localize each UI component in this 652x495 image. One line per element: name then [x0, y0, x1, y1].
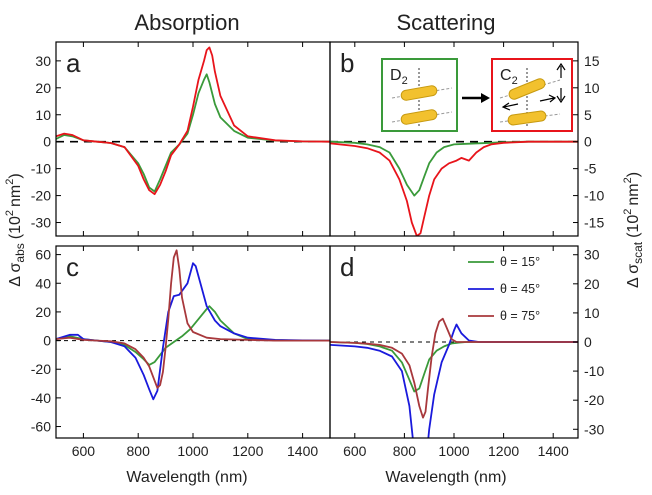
series-d-blue: [330, 323, 578, 438]
ylabel-right-exp2: 2: [622, 177, 634, 183]
xtick-label-d: 600: [343, 443, 367, 459]
frame-a: [55, 41, 331, 237]
ytick-label-b: -5: [584, 161, 597, 177]
legend-label-green: θ = 15°: [500, 255, 540, 269]
ylabel-right-exp1: 2: [622, 209, 634, 215]
panel-letter-b: b: [340, 48, 354, 78]
ytick-label-a: -30: [31, 215, 51, 231]
ylabel-left-close: ): [7, 173, 24, 178]
inset-d2-rod-top: [400, 85, 438, 101]
ytick-label-c: 0: [43, 333, 51, 349]
xtick-label-d: 1000: [438, 443, 469, 459]
frame-c: [55, 245, 331, 439]
ytick-label-b: -15: [584, 215, 604, 231]
panel-letter-a: a: [66, 48, 81, 78]
col-title-absorption: Absorption: [134, 10, 239, 35]
inset-c2-arrow-right: [539, 94, 557, 103]
panel-letter-d: d: [340, 252, 354, 282]
inset-c2-rod-bottom: [507, 110, 547, 126]
inset-diagram: D2 C2: [381, 58, 573, 132]
series-b-green: [330, 140, 578, 197]
ytick-label-c: -60: [31, 419, 51, 435]
inset-arrow-head: [481, 93, 490, 103]
inset-c2-arrow-down: [556, 88, 566, 104]
ytick-label-b: 15: [584, 53, 600, 69]
inset-c2-rod-top: [508, 78, 546, 100]
series-d-green: [330, 341, 578, 393]
series-c-green: [56, 305, 330, 366]
ylabel-left-paren: (10: [7, 216, 24, 239]
xtick-label-c: 1400: [287, 443, 318, 459]
ytick-label-d: -30: [584, 421, 604, 437]
inset-c2-arrow-left: [501, 102, 519, 111]
series-a-red: [56, 46, 330, 196]
ytick-label-c: 60: [35, 247, 51, 263]
xtick-label-d: 1400: [538, 443, 569, 459]
ylabel-right-close: ): [625, 172, 642, 177]
ylabel-left-sub: abs: [13, 243, 27, 262]
xtick-label-c: 1200: [232, 443, 263, 459]
xtick-label-d: 1200: [488, 443, 519, 459]
panel-d: -30 -20 -10 0 10 20 30 600 800 1000 1200 1400 d θ = 1…: [329, 245, 604, 459]
ytick-label-b: -10: [584, 188, 604, 204]
ytick-label-b: 5: [584, 107, 592, 123]
inset-d2-rod-bottom: [400, 109, 438, 125]
ylabel-right-sub: scat: [631, 241, 645, 264]
ytick-label-c: -20: [31, 361, 51, 377]
ytick-label-d: 30: [584, 247, 600, 263]
inset-c2-label: C2: [500, 67, 518, 87]
ytick-label-a: -10: [31, 161, 51, 177]
ytick-label-d: -20: [584, 392, 604, 408]
ylabel-left-nm: nm: [7, 185, 24, 207]
ylabel-right-nm: nm: [625, 183, 642, 205]
inset-d2-label: D2: [390, 67, 408, 87]
series-d-brown: [330, 317, 578, 419]
ytick-label-a: 30: [35, 53, 51, 69]
ytick-label-a: -20: [31, 188, 51, 204]
inset-c2-arrow-up: [556, 62, 566, 78]
ytick-label-b: 10: [584, 80, 600, 96]
xlabel-right: Wavelength (nm): [385, 469, 506, 486]
ytick-label-d: -10: [584, 363, 604, 379]
ytick-label-c: -40: [31, 390, 51, 406]
ytick-label-a: 10: [35, 107, 51, 123]
col-title-scattering: Scattering: [396, 10, 495, 35]
ylabel-right-paren: (10: [625, 215, 642, 238]
xtick-label-c: 1000: [177, 443, 208, 459]
ylabel-left-delta: Δ σ: [7, 262, 24, 286]
ylabel-left: Δ σabs(102nm2): [4, 173, 27, 286]
ylabel-right-delta: Δ σ: [625, 264, 642, 288]
ytick-label-c: 20: [35, 304, 51, 320]
ytick-label-d: 10: [584, 305, 600, 321]
xlabel-left: Wavelength (nm): [126, 469, 247, 486]
ytick-label-d: 0: [584, 334, 592, 350]
ytick-label-d: 20: [584, 276, 600, 292]
xtick-label-c: 800: [127, 443, 151, 459]
ytick-label-c: 40: [35, 275, 51, 291]
ytick-label-b: 0: [584, 134, 592, 150]
ytick-label-a: 0: [43, 134, 51, 150]
xtick-label-d: 800: [393, 443, 417, 459]
xtick-label-c: 600: [72, 443, 96, 459]
panel-a: -30 -20 -10 0 10 20 30 a: [31, 41, 331, 237]
series-a-green: [56, 73, 330, 193]
panel-b: -15 -10 -5 0 5 10 15 b: [329, 41, 604, 237]
ylabel-left-exp2: 2: [4, 179, 16, 185]
legend-label-blue: θ = 45°: [500, 282, 540, 296]
legend-label-brown: θ = 75°: [500, 309, 540, 323]
ylabel-right: Δ σscat(102nm2): [622, 172, 645, 288]
ylabel-left-exp1: 2: [4, 210, 16, 216]
ytick-label-a: 20: [35, 80, 51, 96]
panel-c: -60 -40 -20 0 20 40 60 600 800 1000 1200 1400 c: [31, 245, 331, 459]
panel-letter-c: c: [66, 252, 79, 282]
series-c-brown: [56, 249, 330, 389]
panels: -30 -20 -10 0 10 20 30 a -15 -10 -5 0 5 10 15 b -60 -40 -2…: [31, 41, 604, 459]
series-b-red: [330, 140, 578, 236]
